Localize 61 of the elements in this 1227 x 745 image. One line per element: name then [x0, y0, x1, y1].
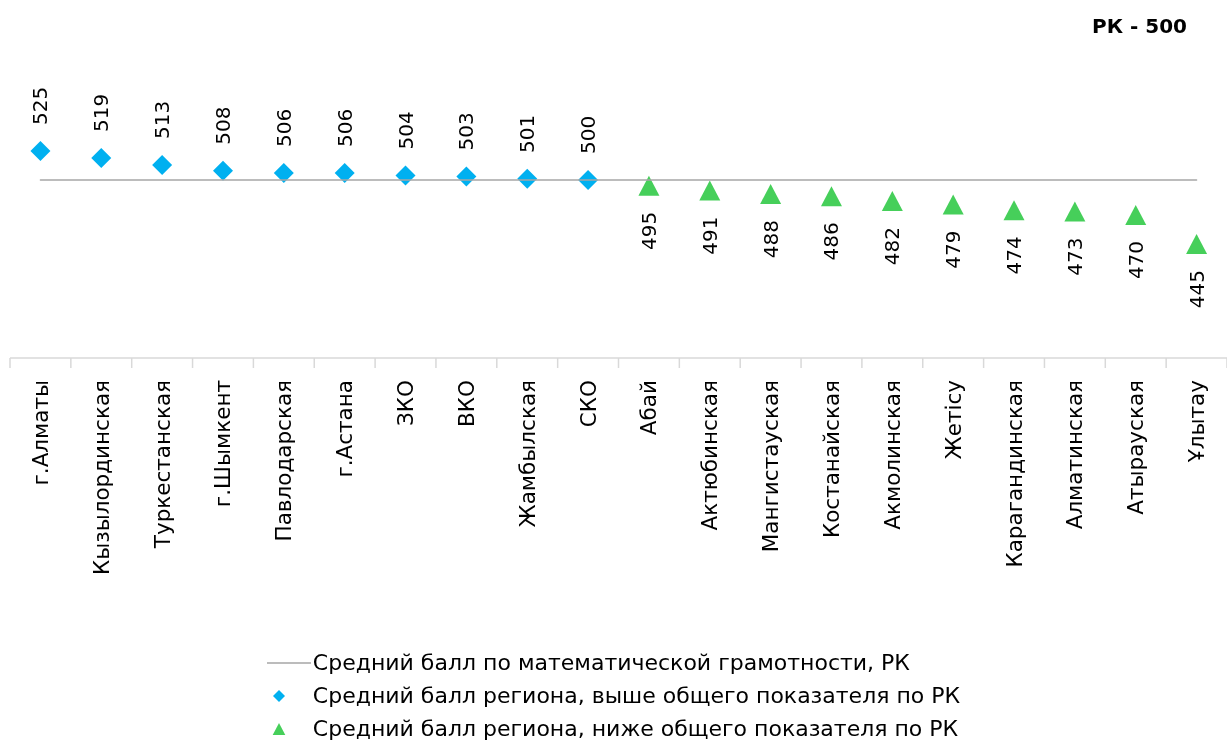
x-tick-label: Акмолинская — [879, 380, 905, 530]
x-tick-label: Абай — [636, 380, 662, 436]
point — [1003, 200, 1025, 221]
data-label: 482 — [880, 226, 905, 266]
point — [638, 175, 660, 196]
x-tick-label: ВКО — [453, 380, 479, 427]
x-tick-label: г.Алматы — [27, 380, 53, 486]
data-label: 486 — [819, 222, 844, 261]
point — [152, 154, 173, 175]
data-label: 525 — [28, 86, 53, 125]
x-tick-label: Актюбинская — [697, 380, 723, 531]
data-label: 445 — [1184, 270, 1209, 309]
x-tick-label: Атырауская — [1123, 380, 1149, 515]
data-label: 479 — [941, 230, 966, 269]
x-tick-label: Карагандинская — [1001, 380, 1027, 568]
data-label: 504 — [393, 111, 418, 150]
data-label: 506 — [332, 108, 357, 148]
data-label: 470 — [1123, 240, 1148, 280]
point — [1186, 234, 1208, 255]
legend-label: Средний балл региона, ниже общего показателя по РК — [312, 716, 959, 741]
point — [91, 147, 112, 168]
x-tick-label: Павлодарская — [271, 380, 297, 542]
x-tick-label: Жетісу — [940, 379, 966, 460]
point — [1125, 204, 1147, 225]
point — [699, 180, 721, 201]
data-label: 491 — [697, 216, 722, 255]
x-tick-label: Туркестанская — [149, 380, 175, 550]
point — [820, 186, 842, 207]
point — [30, 140, 51, 161]
data-label: 513 — [150, 100, 175, 139]
x-tick-label: г.Астана — [332, 380, 358, 478]
point — [942, 194, 964, 215]
point — [760, 183, 782, 204]
point — [881, 190, 903, 211]
x-tick-label: Жамбылская — [514, 380, 540, 528]
data-label: 519 — [89, 93, 114, 132]
data-label: 508 — [210, 106, 235, 145]
data-label: 506 — [271, 108, 296, 148]
data-label: 501 — [515, 114, 540, 153]
chart-title: РК - 500 — [1092, 14, 1187, 38]
data-label: 503 — [454, 112, 479, 151]
point — [212, 160, 233, 181]
x-tick-label: Алматинская — [1062, 380, 1088, 530]
data-label: 474 — [1002, 236, 1027, 275]
point — [273, 163, 294, 184]
point — [395, 165, 416, 186]
data-label: 495 — [636, 211, 661, 251]
legend-label: Средний балл по математической грамотности, РК — [312, 650, 910, 675]
legend-label: Средний балл региона, выше общего показателя по РК — [312, 683, 961, 708]
x-tick-label: СКО — [575, 380, 601, 428]
point — [334, 163, 355, 184]
data-label: 488 — [758, 219, 783, 259]
data-label: 500 — [576, 115, 601, 155]
x-tick-label: Кызылординская — [88, 380, 114, 576]
point — [1064, 201, 1086, 222]
x-tick-label: Костанайская — [818, 380, 844, 539]
x-tick-label: ЗКО — [393, 380, 419, 426]
data-label: 473 — [1062, 237, 1087, 276]
x-tick-label: Ұлытау — [1184, 379, 1210, 464]
x-tick-label: Мангистауская — [758, 380, 784, 553]
x-tick-label: г.Шымкент — [210, 380, 236, 508]
